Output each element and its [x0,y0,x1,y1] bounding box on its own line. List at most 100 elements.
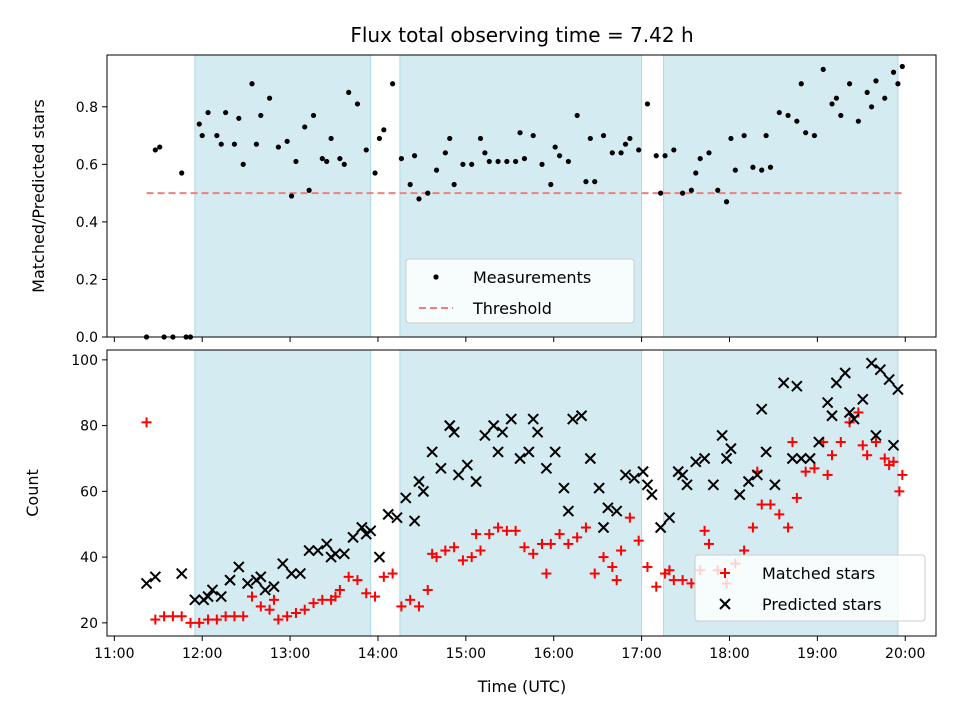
measurement-point [706,150,712,156]
measurement-point [846,81,853,87]
measurement-point [354,101,361,107]
predicted-stars-point [777,377,790,389]
legend: Measurements Threshold [405,258,635,324]
predicted-stars-point [567,413,579,425]
matched-stars-point [791,492,802,503]
matched-stars-point [141,417,152,428]
measurement-point [715,187,721,193]
predicted-stars-point [224,574,236,586]
matched-stars-point [493,522,504,533]
matched-stars-point [449,542,460,553]
x-tick-label: 20:00 [885,646,925,662]
measurement-point [798,81,804,87]
measurement-point [776,109,782,116]
predicted-stars-point [742,475,755,488]
predicted-stars-point [870,429,882,442]
matched-stars-point [537,538,548,549]
x-tick-label: 16:00 [534,646,574,662]
matched-stars-point [176,611,187,622]
predicted-stars-point [338,548,350,560]
predicted-stars-point [558,482,570,494]
matched-stars-point [862,450,873,461]
measurement-point [196,121,202,127]
matched-stars-point [370,591,381,602]
x-tick-label: 18:00 [709,646,749,662]
y-axis-label: Count [23,469,42,517]
predicted-stars-point [202,590,214,603]
matched-stars-point [159,611,170,622]
predicted-stars-point [602,502,614,514]
measurement-point [236,115,242,121]
measurement-point [829,101,835,107]
measurement-point [390,81,396,87]
measurement-point [517,130,523,136]
matched-stars-point [247,591,258,602]
measurement-point [592,179,598,185]
predicted-stars-point [804,452,816,465]
measurement-point [763,132,769,139]
matched-stars-point [774,509,785,520]
predicted-stars-point [690,456,702,468]
predicted-stars-point [320,538,333,550]
measurement-point [671,147,677,153]
predicted-stars-point [444,419,456,432]
predicted-stars-point [435,462,447,475]
y-tick-label: 0.4 [76,215,98,231]
matched-stars-point [440,545,451,556]
matched-stars-point [471,529,482,540]
matched-stars-point [703,538,714,549]
measurement-point [548,181,554,188]
predicted-stars-point [496,426,509,438]
matched-stars-point [589,568,600,579]
measurement-point [469,161,475,167]
matched-stars-point [405,594,416,605]
measurement-point [240,161,246,167]
matched-stars-point [756,499,767,510]
predicted-stars-point [839,367,851,379]
matched-stars-point [510,525,521,536]
predicted-stars-point [821,396,834,409]
y-tick-label: 60 [80,484,98,500]
measurement-point [398,155,404,162]
matched-stars-point [664,565,675,576]
matched-stars-point [229,611,240,622]
matched-stars-point [598,552,609,563]
matched-stars-point [343,571,354,582]
predicted-stars-point [584,452,597,465]
matched-stars-point [783,522,794,533]
legend-marker-predicted [719,598,731,610]
top-panel: 0.0 0.2 0.4 0.6 0.8 Matched/Predicted stars Me… [29,54,937,346]
predicted-stars-point [448,426,460,438]
measurement-point [785,112,791,119]
measurement-point [723,199,730,205]
x-tick-label: 19:00 [797,646,837,662]
predicted-stars-point [597,521,610,534]
predicted-stars-point [426,446,438,458]
matched-stars-point [466,552,477,563]
predicted-stars-point [215,590,227,603]
measurement-point [152,147,158,153]
matched-stars-point [396,601,407,612]
measurement-point [372,170,378,176]
matched-stars-point [299,604,310,615]
predicted-stars-point [505,413,517,425]
legend-label: Predicted stars [762,595,882,614]
predicted-stars-point [531,426,544,438]
measurement-point [697,155,703,162]
x-tick-label: 15:00 [446,646,486,662]
observing-window-shade [194,54,372,338]
measurement-point [618,150,624,156]
measurement-point [495,158,501,165]
bottom-panel: 20 40 60 80 100 11:00 12:00 13:00 14:00 15:00 16:0… [23,349,937,662]
predicted-stars-point [241,577,254,590]
matched-stars-point [361,588,372,599]
measurement-point [741,132,747,139]
predicted-stars-point [175,567,188,580]
predicted-stars-point [452,469,465,481]
predicted-stars-point [206,584,219,596]
y-tick-label: 0.8 [76,100,98,116]
matched-stars-point [822,469,833,480]
measurement-point [293,158,299,165]
predicted-stars-point [277,557,289,570]
predicted-stars-point [716,429,728,442]
